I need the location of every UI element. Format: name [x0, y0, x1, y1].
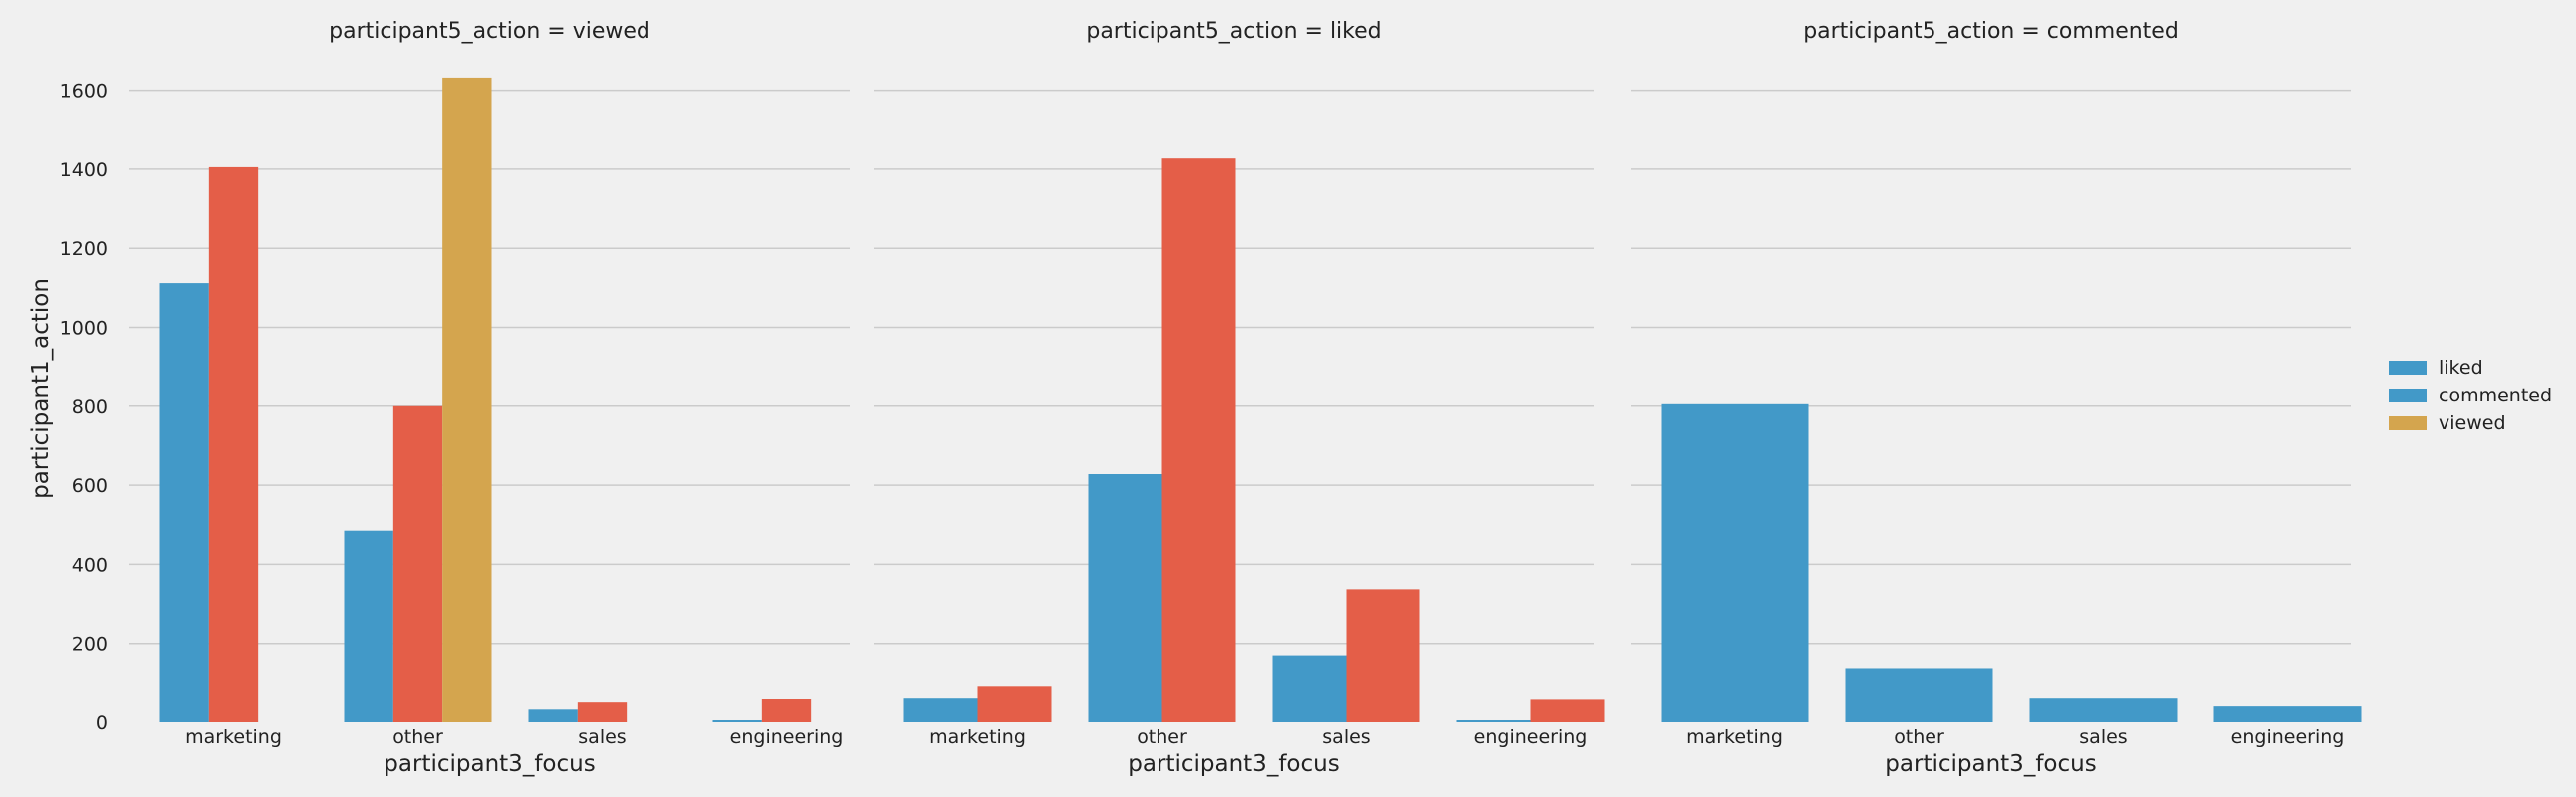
bar-liked-marketing	[903, 698, 978, 722]
x-tick-label: engineering	[730, 726, 844, 748]
bar-liked-marketing	[159, 283, 209, 722]
bar-liked-engineering	[712, 720, 762, 722]
facet-title: participant5_action = liked	[1086, 19, 1381, 44]
bar-liked-engineering	[2213, 706, 2362, 722]
x-tick-label: marketing	[929, 726, 1026, 748]
x-tick-label: other	[392, 726, 443, 748]
x-axis-label: participant3_focus	[384, 751, 595, 777]
legend-label-commented: commented	[2439, 385, 2552, 406]
x-tick-label: engineering	[1474, 726, 1588, 748]
bar-commented-engineering	[1530, 699, 1605, 722]
y-tick-label: 0	[96, 712, 108, 734]
legend-label-viewed: viewed	[2439, 412, 2506, 434]
bar-commented-sales	[1346, 589, 1420, 722]
bar-commented-sales	[577, 702, 628, 722]
panel-1: participant5_action = viewed 0 200 400 600 80…	[60, 19, 850, 777]
bar-liked-sales	[528, 709, 578, 722]
x-tick-label: other	[1894, 726, 1944, 748]
legend: liked commented viewed	[2389, 357, 2552, 434]
x-tick-label: marketing	[185, 726, 282, 748]
bar-liked-other	[1088, 473, 1162, 722]
bar-liked-marketing	[1661, 403, 1809, 722]
bar-liked-other	[344, 530, 393, 722]
y-tick-label: 800	[72, 397, 108, 418]
bar-commented-marketing	[977, 686, 1052, 722]
x-tick-label: other	[1137, 726, 1187, 748]
bar-liked-other	[1845, 668, 1993, 722]
bar-liked-sales	[2029, 698, 2178, 722]
bar-commented-other	[392, 405, 443, 722]
x-tick-label: sales	[578, 726, 626, 748]
bar-viewed-other	[442, 77, 492, 723]
y-axis-label: participant1_action	[28, 278, 54, 499]
bar-commented-engineering	[761, 699, 812, 722]
facet-title: participant5_action = viewed	[329, 19, 650, 44]
panel-3: participant5_action = commented marketing…	[1631, 19, 2362, 777]
panel-2: participant5_action = liked marketing othe…	[874, 19, 1605, 777]
chart-panels: participant5_action = viewed 0 200 400 600 80…	[60, 19, 2362, 777]
x-axis-label: participant3_focus	[1885, 751, 2096, 777]
legend-label-liked: liked	[2439, 357, 2483, 379]
bar-commented-marketing	[208, 166, 259, 723]
legend-swatch-commented	[2389, 389, 2427, 402]
x-tick-label: sales	[2079, 726, 2127, 748]
y-tick-label: 1400	[60, 159, 108, 181]
legend-swatch-liked	[2389, 361, 2427, 375]
x-tick-label: sales	[1322, 726, 1370, 748]
y-tick-label: 600	[72, 475, 108, 497]
facet-title: participant5_action = commented	[1803, 19, 2179, 44]
y-tick-label: 1000	[60, 318, 108, 340]
x-tick-label: marketing	[1686, 726, 1783, 748]
x-tick-label: engineering	[2231, 726, 2345, 748]
bar-liked-sales	[1272, 655, 1347, 722]
bar-liked-engineering	[1456, 720, 1531, 722]
x-axis-label: participant3_focus	[1128, 751, 1339, 777]
y-tick-label: 200	[72, 634, 108, 656]
legend-swatch-viewed	[2389, 416, 2427, 430]
y-tick-label: 1600	[60, 81, 108, 103]
y-tick-label: 400	[72, 554, 108, 576]
bar-commented-other	[1161, 158, 1236, 722]
y-tick-label: 1200	[60, 238, 108, 260]
